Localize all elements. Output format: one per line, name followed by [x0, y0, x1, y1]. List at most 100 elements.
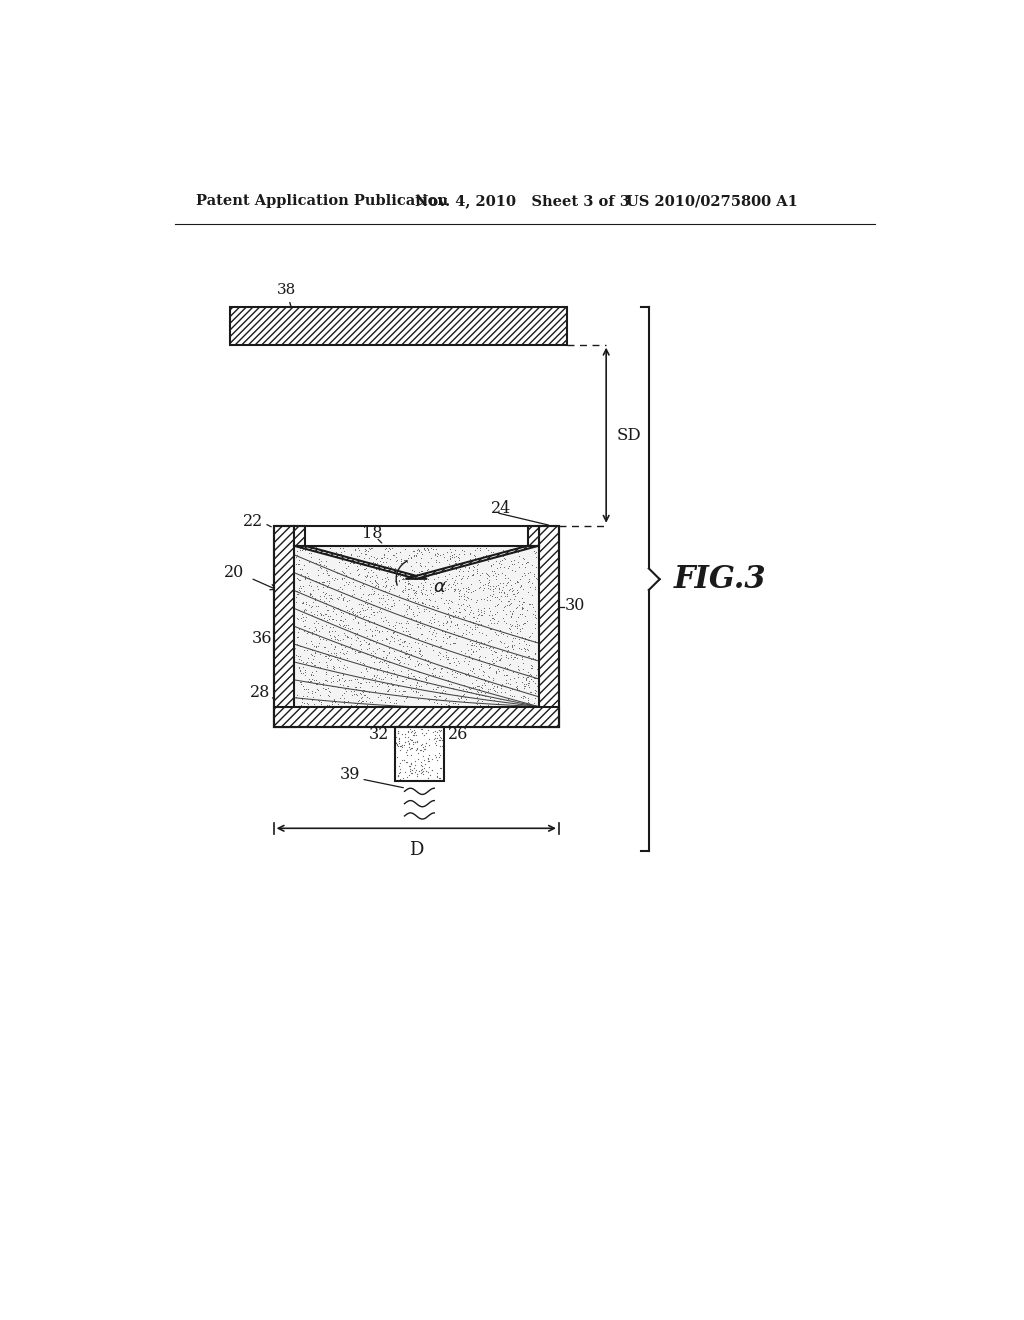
Point — [494, 562, 510, 583]
Point — [367, 553, 383, 574]
Point — [487, 651, 504, 672]
Point — [303, 664, 319, 685]
Point — [311, 684, 328, 705]
Point — [522, 593, 539, 614]
Point — [347, 576, 364, 597]
Point — [477, 671, 494, 692]
Point — [352, 688, 369, 709]
Point — [427, 744, 443, 766]
Point — [379, 660, 395, 681]
Point — [473, 682, 489, 704]
Point — [520, 550, 537, 572]
Point — [332, 642, 348, 663]
Point — [488, 576, 505, 597]
Point — [499, 665, 515, 686]
Point — [309, 578, 326, 599]
Point — [402, 738, 419, 759]
Point — [368, 554, 384, 576]
Point — [381, 632, 397, 653]
Point — [408, 681, 424, 702]
Point — [516, 564, 532, 585]
Point — [461, 557, 477, 578]
Point — [414, 582, 430, 603]
Point — [506, 635, 522, 656]
Point — [494, 590, 510, 611]
Point — [387, 615, 403, 636]
Point — [469, 590, 485, 611]
Point — [483, 585, 500, 606]
Point — [429, 595, 445, 616]
Point — [461, 550, 477, 572]
Point — [465, 642, 481, 663]
Point — [340, 573, 356, 594]
Point — [337, 553, 353, 574]
Point — [389, 565, 406, 586]
Point — [326, 616, 342, 638]
Point — [476, 601, 493, 622]
Point — [409, 587, 425, 609]
Point — [382, 598, 398, 619]
Point — [288, 644, 304, 665]
Point — [398, 552, 415, 573]
Point — [403, 744, 420, 766]
Point — [479, 564, 496, 585]
Point — [515, 659, 531, 680]
Point — [442, 675, 459, 696]
Point — [398, 751, 415, 772]
Point — [465, 612, 481, 634]
Point — [431, 742, 447, 763]
Point — [472, 632, 488, 653]
Point — [292, 540, 308, 561]
Point — [415, 764, 431, 785]
Point — [335, 628, 351, 649]
Point — [358, 672, 375, 693]
Point — [377, 667, 393, 688]
Point — [442, 634, 459, 655]
Point — [437, 645, 454, 667]
Point — [485, 576, 502, 597]
Point — [330, 630, 346, 651]
Point — [472, 676, 488, 697]
Point — [434, 578, 451, 599]
Point — [526, 673, 543, 694]
Point — [368, 554, 384, 576]
Point — [410, 577, 426, 598]
Point — [481, 655, 498, 676]
Point — [457, 643, 473, 664]
Point — [451, 564, 467, 585]
Point — [359, 634, 376, 655]
Point — [525, 647, 542, 668]
Point — [310, 620, 327, 642]
Point — [329, 587, 345, 609]
Point — [504, 578, 520, 599]
Point — [292, 579, 308, 601]
Point — [375, 668, 391, 689]
Point — [289, 583, 305, 605]
Point — [290, 626, 306, 647]
Point — [299, 623, 315, 644]
Point — [312, 589, 329, 610]
Point — [335, 664, 351, 685]
Point — [369, 616, 385, 638]
Point — [521, 594, 538, 615]
Point — [344, 598, 360, 619]
Point — [526, 643, 543, 664]
Point — [513, 672, 529, 693]
Point — [304, 668, 321, 689]
Point — [475, 669, 492, 690]
Point — [427, 746, 443, 767]
Point — [403, 760, 420, 781]
Point — [316, 669, 333, 690]
Point — [483, 561, 500, 582]
Point — [407, 568, 423, 589]
Point — [329, 562, 345, 583]
Point — [490, 578, 507, 599]
Point — [508, 672, 524, 693]
Point — [391, 733, 408, 754]
Point — [465, 560, 481, 581]
Point — [411, 614, 427, 635]
Point — [451, 602, 467, 623]
Point — [336, 541, 352, 562]
Point — [289, 568, 305, 589]
Point — [493, 557, 509, 578]
